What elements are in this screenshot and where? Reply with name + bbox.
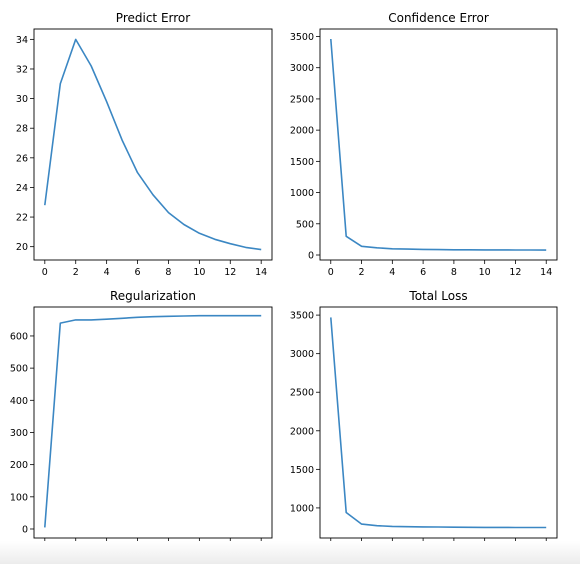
predict-error-series-line — [44, 38, 262, 251]
predict-error-x-tick-label: 12 — [224, 267, 236, 278]
predict-error-x-tick-label: 4 — [104, 267, 110, 278]
total-loss-title: Total Loss — [408, 289, 467, 303]
predict-error-y-tick-label: 30 — [16, 94, 28, 105]
total-loss-axes-frame — [319, 306, 558, 539]
regularization-axes-frame — [33, 306, 273, 539]
confidence-error-x-tick-label: 0 — [328, 267, 334, 278]
confidence-error-x-tick-label: 4 — [389, 267, 395, 278]
total-loss-y-tick-label: 3000 — [290, 349, 314, 360]
confidence-error-axes-frame — [319, 28, 558, 261]
predict-error-x-tick-label: 8 — [165, 267, 171, 278]
confidence-error-y-tick-label: 1500 — [290, 157, 314, 168]
confidence-error-x-tick-label: 6 — [420, 267, 426, 278]
regularization-y-tick-label: 400 — [10, 396, 28, 407]
confidence-error-x-tick-label: 12 — [509, 267, 521, 278]
confidence-error-y-tick-label: 2500 — [290, 94, 314, 105]
confidence-error-y-tick-label: 3500 — [290, 32, 314, 43]
confidence-error-series-line — [330, 38, 547, 251]
predict-error-title: Predict Error — [116, 11, 190, 25]
confidence-error-x-tick-label: 10 — [479, 267, 491, 278]
regularization-chart: Regularization02468101214010020030040050… — [10, 289, 273, 556]
confidence-error-x-tick-label: 8 — [451, 267, 457, 278]
predict-error-x-tick-label: 6 — [135, 267, 141, 278]
predict-error-x-tick-label: 2 — [73, 267, 79, 278]
predict-error-x-tick-label: 0 — [42, 267, 48, 278]
predict-error-y-tick-label: 32 — [16, 64, 28, 75]
predict-error-y-tick-label: 24 — [16, 183, 28, 194]
regularization-y-tick-label: 100 — [10, 492, 28, 503]
total-loss-y-tick-label: 1000 — [290, 503, 314, 514]
confidence-error-y-tick-label: 2000 — [290, 126, 314, 137]
regularization-title: Regularization — [110, 289, 196, 303]
predict-error-y-tick-label: 28 — [16, 124, 28, 135]
regularization-y-tick-label: 0 — [22, 524, 28, 535]
regularization-series-line — [44, 314, 262, 528]
predict-error-x-tick-label: 14 — [255, 267, 267, 278]
confidence-error-y-tick-label: 1000 — [290, 188, 314, 199]
predict-error-y-tick-label: 22 — [16, 213, 28, 224]
total-loss-series-line — [330, 317, 547, 529]
confidence-error-x-tick-label: 14 — [540, 267, 552, 278]
bottom-scroll-shadow — [0, 541, 580, 564]
total-loss-y-tick-label: 2000 — [290, 426, 314, 437]
regularization-y-tick-label: 300 — [10, 428, 28, 439]
confidence-error-y-tick-label: 500 — [296, 219, 314, 230]
total-loss-y-tick-label: 3500 — [290, 311, 314, 322]
predict-error-y-tick-label: 20 — [16, 242, 28, 253]
predict-error-axes-frame — [33, 28, 273, 261]
total-loss-y-tick-label: 2500 — [290, 388, 314, 399]
predict-error-y-tick-label: 26 — [16, 153, 28, 164]
confidence-error-x-tick-label: 2 — [359, 267, 365, 278]
predict-error-x-tick-label: 10 — [193, 267, 205, 278]
regularization-y-tick-label: 500 — [10, 364, 28, 375]
regularization-y-tick-label: 200 — [10, 460, 28, 471]
regularization-y-tick-label: 600 — [10, 331, 28, 342]
predict-error-y-tick-label: 34 — [16, 35, 28, 46]
confidence-error-title: Confidence Error — [388, 11, 489, 25]
confidence-error-y-tick-label: 0 — [308, 251, 314, 262]
confidence-error-y-tick-label: 3000 — [290, 63, 314, 74]
total-loss-y-tick-label: 1500 — [290, 465, 314, 476]
total-loss-chart: Total Loss024681012141000150020002500300… — [290, 289, 558, 556]
confidence-error-chart: Confidence Error 0 2 4 6 8 10 12 14 0 500 1000 1500 2… — [290, 11, 558, 278]
